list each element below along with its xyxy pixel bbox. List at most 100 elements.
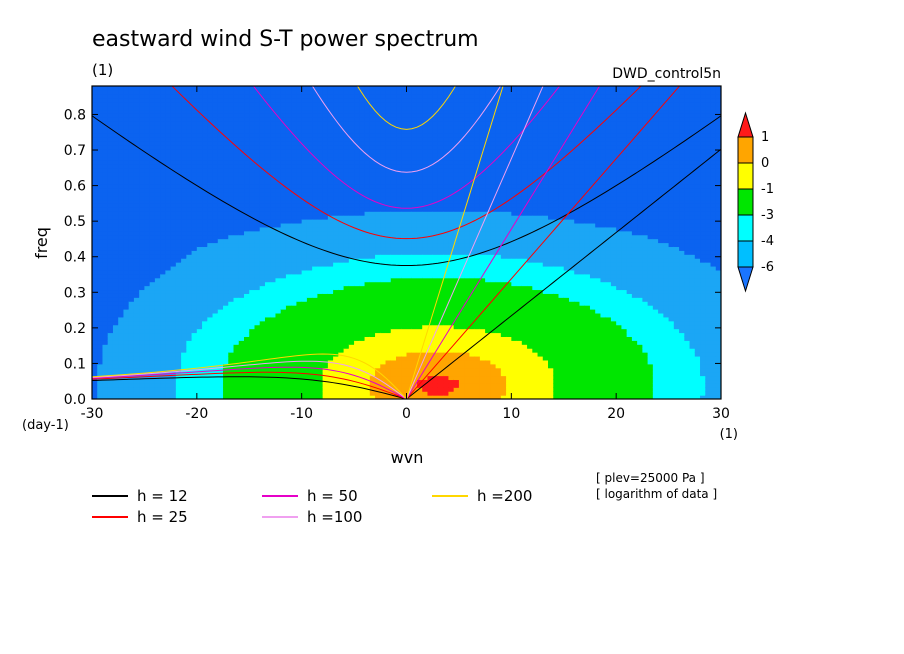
heatmap-cell: [396, 211, 402, 216]
heatmap-cell: [401, 226, 408, 232]
heatmap-cell: [165, 309, 172, 314]
heatmap-cell: [291, 113, 298, 118]
heatmap-cell: [202, 383, 208, 388]
heatmap-cell: [207, 168, 214, 173]
heatmap-cell: [165, 250, 172, 255]
heatmap-cell: [406, 191, 413, 197]
heatmap-cell: [264, 246, 271, 251]
heatmap-cell: [411, 348, 418, 353]
heatmap-cell: [175, 211, 182, 216]
heatmap-cell: [249, 375, 256, 381]
heatmap-cell: [102, 309, 109, 314]
heatmap-cell: [285, 234, 292, 240]
heatmap-cell: [306, 121, 313, 126]
heatmap-cell: [338, 332, 345, 337]
heatmap-cell: [291, 195, 298, 201]
heatmap-cell: [375, 164, 381, 169]
heatmap-cell: [259, 148, 266, 154]
heatmap-cell: [306, 305, 313, 310]
heatmap-cell: [212, 312, 219, 318]
heatmap-cell: [112, 262, 119, 267]
heatmap-cell: [207, 129, 214, 134]
heatmap-cell: [128, 363, 135, 369]
heatmap-cell: [285, 175, 292, 181]
heatmap-cell: [306, 164, 313, 169]
heatmap-cell: [212, 144, 219, 150]
heatmap-cell: [275, 305, 282, 310]
heatmap-cell: [327, 207, 334, 212]
heatmap-cell: [301, 183, 308, 189]
heatmap-cell: [354, 121, 360, 126]
heatmap-cell: [233, 336, 240, 341]
heatmap-cell: [238, 250, 245, 255]
heatmap-cell: [128, 297, 135, 302]
heatmap-cell: [170, 156, 177, 161]
heatmap-cell: [244, 250, 250, 255]
heatmap-cell: [317, 391, 324, 396]
heatmap-cell: [112, 258, 119, 263]
heatmap-cell: [123, 379, 130, 384]
heatmap-cell: [133, 277, 140, 283]
heatmap-cell: [369, 199, 376, 204]
heatmap-cell: [338, 187, 345, 193]
heatmap-cell: [118, 183, 125, 189]
heatmap-cell: [354, 164, 360, 169]
heatmap-cell: [301, 352, 308, 357]
heatmap-cell: [301, 320, 308, 326]
heatmap-cell: [375, 293, 381, 298]
heatmap-cell: [254, 395, 261, 399]
heatmap-cell: [364, 344, 371, 349]
heatmap-cell: [369, 265, 376, 271]
heatmap-cell: [202, 86, 208, 91]
heatmap-cell: [401, 344, 408, 349]
heatmap-cell: [107, 156, 114, 161]
heatmap-cell: [144, 156, 151, 161]
heatmap-cell: [359, 320, 366, 326]
heatmap-cell: [333, 136, 339, 142]
heatmap-cell: [301, 121, 308, 126]
heatmap-cell: [338, 172, 345, 177]
heatmap-cell: [249, 187, 256, 193]
heatmap-cell: [175, 97, 182, 103]
heatmap-cell: [123, 175, 130, 181]
heatmap-cell: [401, 148, 408, 154]
heatmap-cell: [228, 86, 235, 91]
heatmap-cell: [133, 156, 140, 161]
heatmap-cell: [385, 246, 392, 251]
heatmap-cell: [380, 172, 387, 177]
heatmap-cell: [259, 242, 266, 248]
heatmap-cell: [149, 195, 156, 201]
heatmap-cell: [359, 371, 366, 377]
heatmap-cell: [244, 121, 250, 126]
heatmap-cell: [154, 371, 161, 377]
heatmap-cell: [312, 144, 318, 150]
heatmap-cell: [312, 348, 318, 353]
heatmap-cell: [411, 226, 418, 232]
heatmap-cell: [375, 238, 381, 244]
heatmap-cell: [202, 195, 208, 201]
heatmap-cell: [380, 316, 387, 322]
heatmap-cell: [223, 93, 229, 99]
heatmap-cell: [396, 89, 402, 95]
heatmap-cell: [296, 332, 303, 337]
heatmap-cell: [354, 211, 360, 216]
heatmap-cell: [322, 226, 329, 232]
heatmap-cell: [107, 269, 114, 275]
heatmap-cell: [238, 211, 245, 216]
heatmap-cell: [144, 148, 151, 154]
heatmap-cell: [338, 285, 345, 291]
heatmap-cell: [312, 355, 318, 361]
heatmap-cell: [186, 265, 193, 271]
heatmap-cell: [244, 387, 250, 392]
heatmap-cell: [264, 86, 271, 91]
heatmap-cell: [359, 191, 366, 197]
heatmap-cell: [118, 277, 125, 283]
heatmap-cell: [285, 86, 292, 91]
heatmap-cell: [186, 277, 193, 283]
heatmap-cell: [165, 113, 172, 118]
heatmap-cell: [375, 226, 381, 232]
heatmap-cell: [118, 254, 125, 259]
heatmap-cell: [212, 109, 219, 114]
heatmap-cell: [228, 187, 235, 193]
heatmap-cell: [223, 265, 229, 271]
